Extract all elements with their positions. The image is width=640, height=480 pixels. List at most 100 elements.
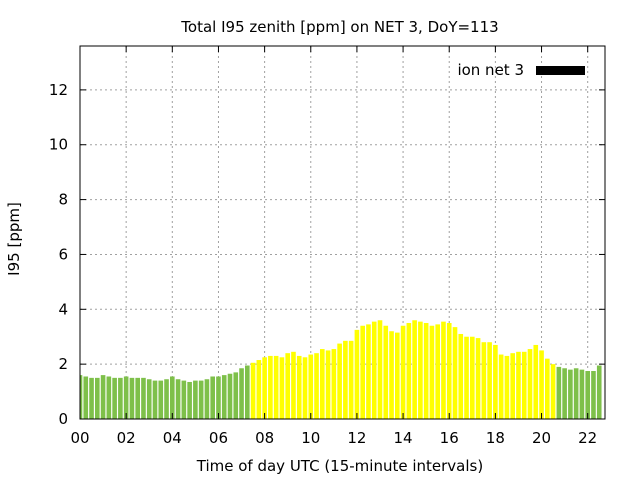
bar <box>221 375 227 419</box>
bar <box>250 362 256 419</box>
bar <box>464 336 469 419</box>
bar <box>550 364 556 419</box>
legend: ion net 3 <box>457 61 585 79</box>
bar <box>279 357 285 419</box>
bar <box>325 350 331 419</box>
bar <box>210 376 215 419</box>
bar <box>475 338 481 419</box>
bar <box>435 324 440 419</box>
bar <box>152 380 158 419</box>
bar <box>146 379 152 419</box>
x-axis-label: Time of day UTC (15-minute intervals) <box>196 457 483 475</box>
bar <box>400 325 406 419</box>
bar <box>129 377 135 419</box>
bar <box>406 323 412 419</box>
x-tick-label: 12 <box>347 429 366 447</box>
bar <box>233 372 239 419</box>
y-axis-label: I95 [ppm] <box>5 202 23 276</box>
y-tick-label: 0 <box>58 410 68 428</box>
bar <box>371 321 377 419</box>
bar <box>83 376 89 419</box>
x-tick-label: 22 <box>578 429 597 447</box>
bar <box>331 349 337 419</box>
bar <box>89 377 94 419</box>
y-tick-label: 10 <box>49 136 68 154</box>
bar <box>227 373 233 419</box>
bar <box>412 320 417 419</box>
bar <box>314 353 319 419</box>
bar <box>80 375 83 419</box>
bar <box>487 342 492 419</box>
bar <box>429 325 435 419</box>
y-tick-label: 4 <box>58 300 68 318</box>
bar <box>377 320 383 419</box>
y-tick-label: 6 <box>58 245 68 263</box>
bar <box>348 340 354 419</box>
bar <box>296 355 302 419</box>
bar <box>493 344 498 419</box>
x-tick-label: 14 <box>394 429 413 447</box>
bar <box>245 365 250 419</box>
bar <box>170 376 175 419</box>
bar <box>452 327 458 419</box>
y-tick-label: 8 <box>58 191 68 209</box>
bar <box>596 365 602 419</box>
x-tick-label: 08 <box>255 429 274 447</box>
bar <box>539 350 544 419</box>
chart-title: Total I95 zenith [ppm] on NET 3, DoY=113 <box>180 18 498 36</box>
legend-swatch <box>536 66 585 75</box>
bar <box>135 377 140 419</box>
bar <box>256 360 262 419</box>
bar <box>337 343 342 419</box>
bar <box>510 353 515 419</box>
bar <box>568 369 573 419</box>
bar <box>423 323 429 419</box>
bar <box>458 333 464 419</box>
bar <box>562 368 567 419</box>
bar <box>504 355 510 419</box>
bar <box>187 381 192 419</box>
bar <box>441 321 446 419</box>
x-tick-label: 10 <box>301 429 320 447</box>
bar <box>216 376 221 419</box>
bar <box>591 371 596 419</box>
x-tick-label: 16 <box>440 429 459 447</box>
bar <box>446 323 452 419</box>
bar <box>164 379 169 419</box>
bar <box>527 349 533 419</box>
y-tick-label: 12 <box>49 81 68 99</box>
bar <box>106 376 112 419</box>
bar <box>389 331 394 419</box>
bar <box>268 355 273 419</box>
bar <box>193 380 198 419</box>
bar <box>545 358 550 419</box>
bar <box>112 377 117 419</box>
bar <box>204 379 210 419</box>
bar <box>395 332 400 419</box>
bar-group <box>80 320 602 419</box>
bar <box>498 354 504 419</box>
bar <box>302 357 308 419</box>
x-tick-label: 04 <box>163 429 182 447</box>
legend-label: ion net 3 <box>457 61 524 79</box>
bar <box>573 368 579 419</box>
bar <box>118 377 123 419</box>
x-tick-label: 20 <box>532 429 551 447</box>
bar <box>285 353 290 419</box>
bar <box>481 342 487 419</box>
plot-frame <box>79 45 606 420</box>
bar <box>383 325 389 419</box>
bar <box>579 369 585 419</box>
bar <box>585 371 590 419</box>
bar <box>239 368 244 419</box>
bar <box>516 351 521 419</box>
axis-ticks <box>79 46 605 420</box>
bar <box>291 351 296 419</box>
bar <box>123 376 129 419</box>
bar <box>354 329 360 419</box>
bar <box>262 357 267 419</box>
bar <box>100 375 106 419</box>
bar <box>273 355 279 419</box>
bar <box>533 344 539 419</box>
